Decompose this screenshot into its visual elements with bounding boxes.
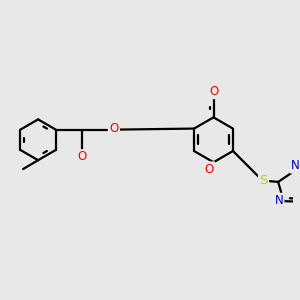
Text: O: O <box>110 122 119 135</box>
Text: N: N <box>291 160 300 172</box>
Text: S: S <box>260 174 268 188</box>
Text: O: O <box>77 150 86 163</box>
Text: O: O <box>205 163 214 176</box>
Text: N: N <box>274 194 283 207</box>
Text: O: O <box>209 85 218 98</box>
